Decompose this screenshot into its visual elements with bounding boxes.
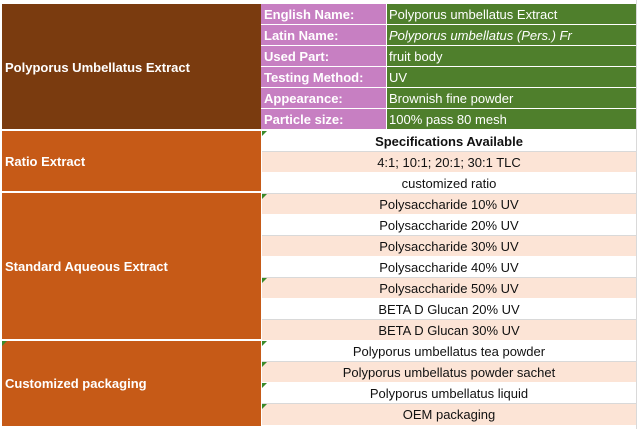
field-value-appearance: Brownish fine powder — [387, 88, 636, 109]
group-title-customized-packaging: Customized packaging — [2, 341, 261, 426]
section-separator — [2, 129, 261, 131]
field-value-latin-name: Polyporus umbellatus (Pers.) Fr — [387, 25, 636, 46]
spec-item: Polyporus umbellatus liquid — [262, 383, 636, 404]
field-value-testing-method: UV — [387, 67, 636, 88]
spec-item: BETA D Glucan 30% UV — [262, 320, 636, 341]
field-label-latin-name: Latin Name: — [261, 25, 387, 46]
spec-item: Polysaccharide 50% UV — [262, 278, 636, 299]
spec-item: customized ratio — [262, 173, 636, 194]
cell-indicator-icon — [262, 383, 267, 388]
field-label-appearance: Appearance: — [261, 88, 387, 109]
field-label-used-part: Used Part: — [261, 46, 387, 67]
spec-item: OEM packaging — [262, 404, 636, 426]
field-label-particle-size: Particle size: — [261, 109, 387, 130]
column-gridline — [636, 0, 637, 429]
field-value-particle-size: 100% pass 80 mesh — [387, 109, 636, 130]
cell-indicator-icon — [262, 362, 267, 367]
product-section-title: Polyporus Umbellatus Extract — [2, 4, 261, 130]
cell-indicator-icon — [262, 404, 267, 409]
group-title-standard-aqueous-extract: Standard Aqueous Extract — [2, 193, 261, 339]
cell-indicator-icon — [262, 131, 267, 136]
cell-indicator-icon — [262, 341, 267, 346]
specs-header: Specifications Available — [262, 131, 636, 152]
section-separator — [2, 339, 261, 341]
field-value-used-part: fruit body — [387, 46, 636, 67]
section-separator — [2, 191, 261, 193]
spec-item: Polysaccharide 10% UV — [262, 194, 636, 215]
cell-indicator-icon — [262, 278, 267, 283]
spec-item: Polyporus umbellatus tea powder — [262, 341, 636, 362]
field-value-english-name: Polyporus umbellatus Extract — [387, 4, 636, 25]
spec-item: Polysaccharide 40% UV — [262, 257, 636, 278]
spec-item: Polysaccharide 20% UV — [262, 215, 636, 236]
spec-item: Polyporus umbellatus powder sachet — [262, 362, 636, 383]
field-label-english-name: English Name: — [261, 4, 387, 25]
spec-item: Polysaccharide 30% UV — [262, 236, 636, 257]
spec-item: BETA D Glucan 20% UV — [262, 299, 636, 320]
cell-indicator-icon — [262, 194, 267, 199]
spec-item: 4:1; 10:1; 20:1; 30:1 TLC — [262, 152, 636, 173]
cell-indicator-icon — [2, 341, 7, 346]
group-title-ratio-extract: Ratio Extract — [2, 131, 261, 191]
field-label-testing-method: Testing Method: — [261, 67, 387, 88]
